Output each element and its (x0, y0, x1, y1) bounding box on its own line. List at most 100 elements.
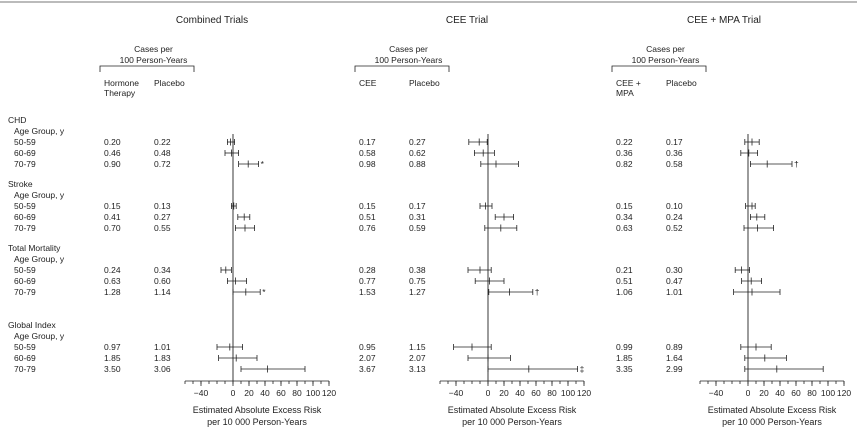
age-group-label: Age Group, y (14, 331, 65, 341)
x-tick-label: 80 (292, 388, 302, 398)
placebo-rate: 0.27 (409, 137, 426, 147)
placebo-rate: 1.64 (666, 353, 683, 363)
outcome-label: CHD (8, 115, 26, 125)
cases-header-line: Cases per (389, 44, 428, 54)
x-axis-title: Estimated Absolute Excess Risk (708, 405, 837, 415)
x-tick-label: 40 (775, 388, 785, 398)
significance-mark: * (261, 159, 265, 169)
column-label: CEE (359, 78, 377, 88)
treatment-rate: 0.15 (104, 201, 121, 211)
treatment-rate: 0.70 (104, 223, 121, 233)
placebo-rate: 0.30 (666, 265, 683, 275)
age-row-label: 60-69 (14, 353, 36, 363)
cases-header-bracket (99, 65, 195, 72)
column-label: MPA (616, 88, 634, 98)
treatment-rate: 0.36 (616, 148, 633, 158)
placebo-rate: 0.27 (154, 212, 171, 222)
x-tick-label: 120 (837, 388, 851, 398)
placebo-rate: 0.58 (666, 159, 683, 169)
placebo-rate: 1.83 (154, 353, 171, 363)
placebo-rate: 0.17 (409, 201, 426, 211)
placebo-rate: 3.13 (409, 364, 426, 374)
cases-header-bracket (354, 65, 450, 72)
placebo-rate: 0.60 (154, 276, 171, 286)
placebo-rate: 2.99 (666, 364, 683, 374)
placebo-rate: 0.52 (666, 223, 683, 233)
treatment-rate: 0.41 (104, 212, 121, 222)
treatment-rate: 0.99 (616, 342, 633, 352)
x-tick-label: 80 (807, 388, 817, 398)
treatment-rate: 0.51 (359, 212, 376, 222)
x-tick-label: 0 (746, 388, 751, 398)
x-tick-label: 100 (821, 388, 835, 398)
placebo-rate: 1.15 (409, 342, 426, 352)
age-group-label: Age Group, y (14, 254, 65, 264)
x-tick-label: 0 (231, 388, 236, 398)
cases-header-line: 100 Person-Years (632, 55, 700, 65)
treatment-rate: 0.46 (104, 148, 121, 158)
treatment-rate: 0.51 (616, 276, 633, 286)
treatment-rate: 1.53 (359, 287, 376, 297)
treatment-rate: 0.34 (616, 212, 633, 222)
placebo-rate: 0.36 (666, 148, 683, 158)
placebo-rate: 0.22 (154, 137, 171, 147)
x-axis-title: per 10 000 Person-Years (462, 417, 562, 427)
age-group-label: Age Group, y (14, 190, 65, 200)
treatment-rate: 1.06 (616, 287, 633, 297)
placebo-rate: 0.24 (666, 212, 683, 222)
column-label: CEE + (616, 78, 641, 88)
treatment-rate: 0.20 (104, 137, 121, 147)
cases-header-bracket (611, 65, 707, 72)
column-label: Placebo (409, 78, 440, 88)
x-tick-label: 20 (499, 388, 509, 398)
age-row-label: 50-59 (14, 265, 36, 275)
age-group-label: Age Group, y (14, 126, 65, 136)
treatment-rate: 0.98 (359, 159, 376, 169)
x-tick-label: 60 (531, 388, 541, 398)
treatment-rate: 0.76 (359, 223, 376, 233)
age-row-label: 70-79 (14, 364, 36, 374)
age-row-label: 70-79 (14, 159, 36, 169)
treatment-rate: 0.21 (616, 265, 633, 275)
treatment-rate: 2.07 (359, 353, 376, 363)
treatment-rate: 0.77 (359, 276, 376, 286)
treatment-rate: 0.28 (359, 265, 376, 275)
treatment-rate: 1.28 (104, 287, 121, 297)
age-row-label: 60-69 (14, 276, 36, 286)
treatment-rate: 3.50 (104, 364, 121, 374)
x-axis-title: per 10 000 Person-Years (722, 417, 822, 427)
placebo-rate: 0.10 (666, 201, 683, 211)
treatment-rate: 0.82 (616, 159, 633, 169)
placebo-rate: 1.14 (154, 287, 171, 297)
placebo-rate: 0.17 (666, 137, 683, 147)
x-tick-label: 60 (276, 388, 286, 398)
placebo-rate: 0.47 (666, 276, 683, 286)
panel-title: Combined Trials (176, 15, 248, 26)
placebo-rate: 0.55 (154, 223, 171, 233)
x-tick-label: 40 (515, 388, 525, 398)
treatment-rate: 3.67 (359, 364, 376, 374)
treatment-rate: 0.58 (359, 148, 376, 158)
treatment-rate: 0.24 (104, 265, 121, 275)
cases-header-line: Cases per (646, 44, 685, 54)
placebo-rate: 0.59 (409, 223, 426, 233)
x-tick-label: 120 (322, 388, 336, 398)
treatment-rate: 0.63 (616, 223, 633, 233)
panel-title: CEE + MPA Trial (687, 15, 761, 26)
age-row-label: 60-69 (14, 148, 36, 158)
age-row-label: 50-59 (14, 201, 36, 211)
placebo-rate: 1.01 (666, 287, 683, 297)
column-label: Placebo (666, 78, 697, 88)
treatment-rate: 0.63 (104, 276, 121, 286)
treatment-rate: 1.85 (616, 353, 633, 363)
cases-header-line: 100 Person-Years (375, 55, 443, 65)
x-tick-label: 80 (547, 388, 557, 398)
placebo-rate: 0.38 (409, 265, 426, 275)
x-axis-title: Estimated Absolute Excess Risk (193, 405, 322, 415)
significance-mark: † (794, 159, 799, 169)
placebo-rate: 1.01 (154, 342, 171, 352)
